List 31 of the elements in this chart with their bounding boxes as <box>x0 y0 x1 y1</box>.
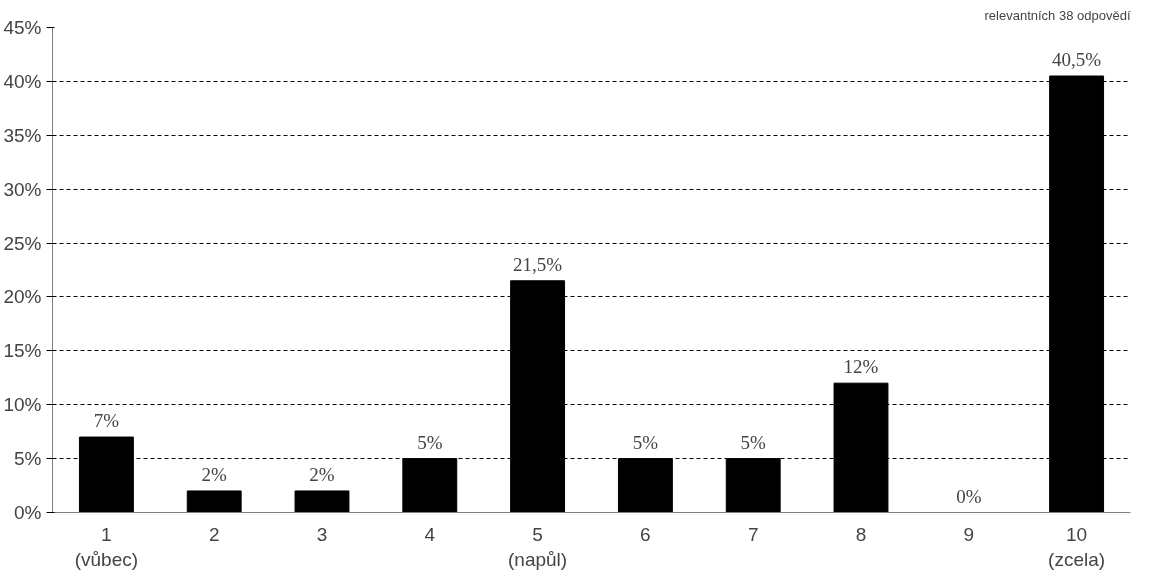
x-tick-label: 3 <box>316 523 328 545</box>
x-tick-label: 7 <box>747 523 759 545</box>
data-label: 0% <box>956 485 982 507</box>
data-label: 5% <box>632 431 659 453</box>
data-label: 21,5% <box>513 253 563 275</box>
x-tick-label: 1 (vůbec) <box>74 523 139 570</box>
data-label: 2% <box>201 463 228 485</box>
x-tick-label: 10 (zcela) <box>1048 523 1106 570</box>
y-tick-label: 5% <box>14 448 42 470</box>
data-label: 40,5% <box>1052 49 1102 70</box>
x-tick-label: 9 <box>963 523 975 545</box>
y-tick-label: 20% <box>3 286 42 308</box>
x-tick-label: 5 (napůl) <box>508 523 568 570</box>
data-label: 2% <box>309 463 335 485</box>
y-tick-label: 30% <box>3 178 42 200</box>
y-tick-label: 0% <box>14 502 42 523</box>
x-tick-label: 4 <box>424 523 436 545</box>
x-tick-label: 2 <box>208 523 220 545</box>
x-tick-label: 8 <box>855 523 867 545</box>
data-label: 12% <box>843 356 879 378</box>
data-label: 5% <box>740 431 767 453</box>
y-tick-label: 25% <box>3 232 42 254</box>
y-tick-label: 40% <box>3 70 42 92</box>
y-tick-label: 35% <box>3 124 42 146</box>
data-label: 5% <box>417 431 443 453</box>
y-tick-label: 10% <box>3 394 42 416</box>
data-label: 7% <box>93 410 120 432</box>
y-tick-label: 45% <box>3 17 42 38</box>
text: relevantních 38 odpovědí <box>984 7 1131 23</box>
y-tick-label: 15% <box>3 340 42 362</box>
x-tick-label: 6 <box>640 523 651 545</box>
